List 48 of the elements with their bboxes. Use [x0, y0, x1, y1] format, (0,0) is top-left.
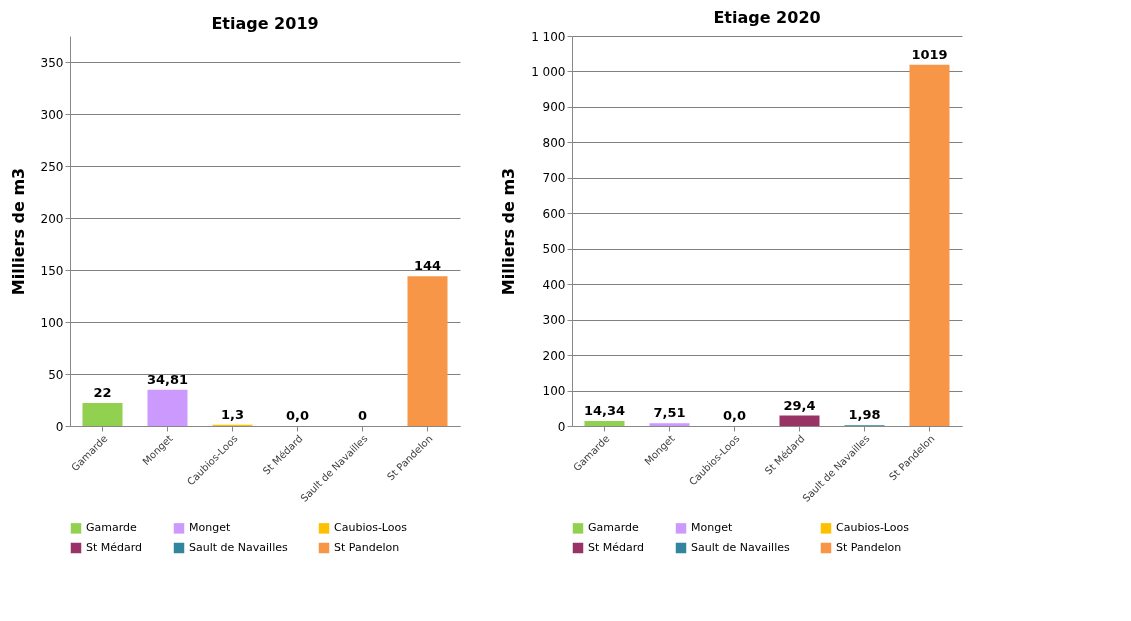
legend-label: St Médard — [86, 541, 143, 554]
y-tick-label: 150 — [40, 263, 64, 278]
y-axis-title: Milliers de m3 — [499, 167, 519, 296]
y-tick-label: 0 — [557, 419, 566, 434]
legend-label: Gamarde — [588, 521, 640, 535]
y-tick-label: 100 — [542, 384, 566, 399]
data-label: 144 — [413, 258, 442, 274]
chart-title: Etiage 2019 — [211, 14, 319, 33]
data-label: 29,4 — [783, 397, 816, 413]
y-tick-label: 100 — [40, 315, 64, 330]
y-tick-label: 600 — [542, 206, 566, 221]
data-label: 1,3 — [220, 406, 245, 422]
y-tick-label: 300 — [40, 107, 64, 122]
legend-label: St Pandelon — [334, 541, 400, 554]
legend-label: Sault de Navailles — [189, 541, 288, 554]
data-label: 1,98 — [848, 407, 881, 423]
y-tick-label: 1 000 — [531, 64, 566, 79]
y-tick-label: 1 100 — [531, 29, 566, 44]
y-tick-label: 700 — [542, 171, 566, 186]
data-label: 22 — [93, 385, 112, 401]
y-tick-label: 0 — [55, 419, 64, 434]
y-tick-label: 200 — [542, 348, 566, 363]
y-tick-label: 400 — [542, 277, 566, 292]
legend-label: Caubios-Loos — [836, 521, 910, 535]
data-label: 1019 — [911, 46, 948, 62]
y-tick-label: 900 — [542, 100, 566, 115]
data-label: 0,0 — [285, 408, 310, 423]
legend-label: Caubios-Loos — [334, 521, 408, 535]
y-tick-label: 250 — [40, 159, 64, 174]
data-label: 7,51 — [653, 405, 686, 421]
y-tick-label: 200 — [40, 211, 64, 226]
legend-label: St Médard — [588, 541, 645, 554]
y-axis-title: Milliers de m3 — [8, 167, 28, 296]
legend-label: Monget — [189, 521, 231, 535]
y-tick-label: 800 — [542, 135, 566, 150]
legend-label: St Pandelon — [836, 541, 902, 554]
y-tick-label: 350 — [40, 55, 64, 70]
y-tick-label: 50 — [48, 367, 64, 382]
legend-label: Monget — [691, 521, 733, 535]
y-tick-label: 500 — [542, 242, 566, 257]
data-label: 34,81 — [146, 371, 189, 387]
data-label: 0,0 — [722, 408, 747, 423]
data-label: 0 — [357, 408, 368, 423]
y-tick-label: 300 — [542, 313, 566, 328]
chart-title: Etiage 2020 — [713, 8, 821, 27]
legend-label: Sault de Navailles — [691, 541, 790, 554]
legend-label: Gamarde — [86, 521, 138, 535]
data-label: 14,34 — [583, 402, 626, 418]
